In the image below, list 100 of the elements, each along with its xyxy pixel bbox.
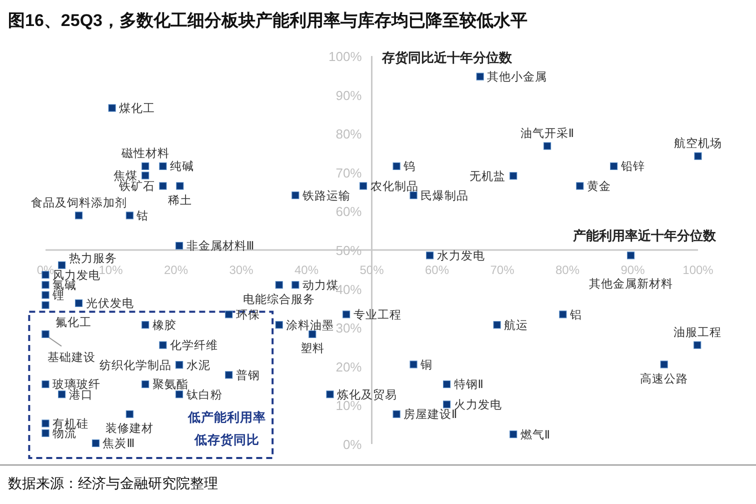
- point: [126, 410, 134, 418]
- series-label: 高速公路: [640, 371, 688, 386]
- x-tick-label: 80%: [555, 263, 580, 277]
- point: [410, 360, 418, 368]
- series-label: 氟化工: [56, 316, 92, 330]
- series-label: 农化制品: [370, 180, 418, 193]
- point: [410, 191, 418, 200]
- point: [108, 104, 116, 112]
- point: [275, 321, 283, 329]
- point: [442, 400, 451, 408]
- x-axis-title: 产能利用率近十年分位数: [572, 228, 717, 243]
- point: [42, 380, 50, 388]
- point: [359, 182, 368, 190]
- point: [142, 380, 150, 388]
- y-tick-label: 70%: [336, 165, 362, 180]
- point: [626, 252, 635, 260]
- y-tick-label: 0%: [342, 437, 362, 452]
- series-label: 专业工程: [353, 308, 402, 322]
- point: [42, 281, 50, 289]
- series-label: 航运: [504, 318, 528, 332]
- point: [92, 439, 100, 448]
- point: [225, 371, 233, 379]
- series-label: 油气开采Ⅱ: [520, 127, 574, 140]
- point: [142, 172, 150, 180]
- series-label: 涂料油墨: [286, 318, 334, 332]
- x-tick-label: 20%: [164, 263, 188, 277]
- series-label: 光伏发电: [86, 297, 134, 310]
- point: [74, 299, 83, 307]
- point: [42, 301, 50, 309]
- text: 其他金属新材料: [588, 276, 673, 290]
- point: [42, 420, 50, 428]
- point: [442, 380, 451, 388]
- series-label: 火力发电: [454, 398, 502, 412]
- series-label: 油服工程: [673, 326, 722, 340]
- point: [559, 310, 567, 318]
- point: [510, 430, 518, 438]
- point: [275, 281, 283, 289]
- point: [392, 410, 400, 418]
- y-tick-label: 20%: [336, 359, 362, 374]
- point: [510, 172, 518, 180]
- x-tick-label: 30%: [229, 263, 254, 277]
- series-label: 热力服务: [68, 252, 117, 266]
- series-label: 无机盐: [469, 170, 506, 183]
- x-tick-label: 90%: [620, 263, 646, 277]
- point: [476, 72, 484, 80]
- point: [660, 360, 668, 368]
- point: [426, 252, 434, 260]
- point: [42, 429, 50, 437]
- series-label: 化学纤维: [170, 338, 218, 352]
- series-label: 普钢: [236, 368, 260, 382]
- point: [326, 390, 334, 398]
- point: [175, 390, 184, 398]
- point: [342, 310, 350, 318]
- annotation: 低产能利用率: [186, 409, 266, 424]
- point: [42, 291, 50, 299]
- series-label: 纺织化学制品: [99, 358, 172, 372]
- annotation: 低存货同比: [193, 433, 260, 447]
- y-tick-label: 80%: [336, 126, 362, 142]
- point: [576, 182, 584, 190]
- point: [58, 261, 66, 269]
- series-label: 特钢Ⅱ: [454, 378, 484, 392]
- series-label: 钨: [402, 160, 416, 174]
- series-label: 食品及饲料添加剂: [30, 195, 127, 210]
- x-tick-label: 40%: [294, 263, 319, 277]
- x-tick-label: 70%: [490, 263, 515, 277]
- point: [543, 142, 552, 150]
- point: [694, 152, 702, 160]
- point: [225, 310, 233, 318]
- series-label: 锂: [52, 289, 64, 302]
- series-label: 水力发电: [436, 249, 485, 262]
- point: [176, 182, 184, 190]
- point: [58, 390, 66, 398]
- point: [175, 242, 184, 250]
- point: [74, 212, 83, 220]
- x-tick-label: 10%: [98, 263, 124, 277]
- series-label: 航空机场: [674, 136, 722, 150]
- y-tick-label: 40%: [336, 282, 362, 297]
- series-label: 橡胶: [152, 318, 176, 332]
- point: [142, 321, 150, 329]
- series-label: 水泥: [186, 358, 210, 372]
- y-tick-label: 90%: [336, 88, 362, 103]
- series-label: 稀土: [168, 194, 192, 207]
- series-label: 民爆制品: [420, 189, 469, 202]
- series-label: 黄金: [586, 180, 611, 193]
- series-label: 钴: [136, 209, 149, 222]
- series-label: 港口: [68, 388, 93, 402]
- point: [308, 330, 316, 338]
- series-label: 塑料: [300, 341, 324, 356]
- point: [159, 182, 167, 190]
- point: [292, 281, 300, 289]
- point: [159, 162, 167, 170]
- series-label: 装修建材: [106, 422, 154, 436]
- x-tick-label: 100%: [682, 263, 714, 277]
- series-label: 纯碱: [170, 160, 194, 174]
- point: [493, 321, 501, 329]
- series-label: 环保: [236, 308, 260, 322]
- series-label: 焦炭Ⅲ: [102, 437, 135, 450]
- point: [159, 341, 167, 349]
- series-label: 燃气Ⅱ: [520, 428, 550, 442]
- series-label: 基础建设: [48, 351, 96, 364]
